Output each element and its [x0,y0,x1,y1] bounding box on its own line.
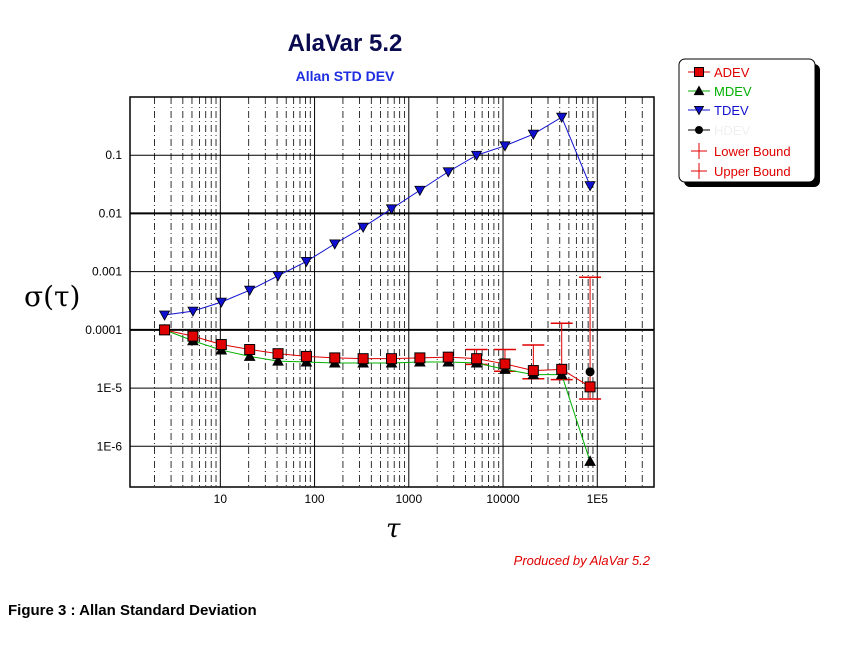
legend-label: Lower Bound [714,144,791,159]
legend-swatch-marker [691,143,707,159]
legend-item-lower-bound: Lower Bound [691,143,791,159]
tdev-point [499,141,511,152]
adev-point [584,381,596,393]
chart-title: AlaVar 5.2 [287,30,403,57]
adev-point [471,353,483,365]
tdev-point [357,222,369,234]
x-tick-label: 10000 [486,492,520,506]
adev-point [244,344,256,356]
legend-label: MDEV [714,84,752,99]
adev-point [187,330,199,342]
y-tick-label: 0.1 [105,148,122,162]
adev-point [556,363,568,375]
mdev-line [164,329,591,462]
legend-label: TDEV [714,103,749,118]
tdev-point [158,310,171,321]
tdev-point [470,150,483,162]
legend: ADEV MDEV TDEV HDEV Lower Bound Upper Bound [678,58,820,187]
tdev-point [215,297,227,308]
tdev-point [584,181,596,192]
tdev-point [272,271,284,282]
tdev-line [164,116,591,316]
adev-error-bars [465,276,602,400]
series-layer [158,112,602,466]
legend-swatch-marker [695,126,703,134]
legend-label: HDEV [714,123,750,138]
adev-point [215,339,227,351]
legend-item-adev: ADEV [688,65,750,80]
mdev-point [584,455,596,466]
figure-caption: Figure 3 : Allan Standard Deviation [8,602,257,619]
x-tick-label: 10 [214,492,228,506]
produced-by-note: Produced by AlaVar 5.2 [513,553,650,568]
y-tick-label: 0.0001 [85,323,122,337]
tdev-point [300,257,313,268]
x-tick-label: 1000 [395,492,422,506]
adev-point [300,350,312,362]
tdev-point [442,167,454,178]
plot-frame [129,96,655,488]
y-tick-label: 1E-5 [97,381,123,395]
adev-point [357,353,369,365]
adev-point [442,351,454,363]
adev-point [414,352,426,364]
x-tick-label: 1E5 [587,492,609,506]
adev-point [272,348,284,360]
legend-box [678,58,816,183]
adev-line [164,329,591,388]
chart-subtitle: Allan STD DEV [295,68,395,84]
tdev-point [556,112,568,124]
x-axis-label: τ [386,514,401,544]
legend-label: ADEV [714,65,750,80]
tdev-series [158,112,596,321]
legend-item-mdev: MDEV [688,84,752,99]
mdev-point [272,355,284,366]
legend-label: Upper Bound [714,164,791,179]
legend-swatch-marker [693,106,705,116]
hdev-point [585,367,595,377]
adev-point [527,365,539,377]
mdev-point [243,350,256,361]
y-axis-label: σ(τ) [24,280,81,313]
adev-series [159,324,596,393]
y-tick-label: 0.01 [99,206,123,220]
tdev-point [527,129,540,140]
legend-item-tdev: TDEV [688,103,749,118]
grid-lines [130,97,655,487]
legend-swatch-marker [693,85,705,96]
adev-point [159,324,171,336]
y-tick-label: 1E-6 [97,439,123,453]
y-tick-label: 0.001 [92,265,122,279]
adev-point [386,353,398,365]
legend-swatch-marker [691,163,707,179]
legend-item-upper-bound: Upper Bound [691,163,791,179]
hdev-series [585,367,595,377]
legend-item-hdev: HDEV [688,123,750,138]
x-tick-label: 100 [305,492,325,506]
adev-point [329,352,341,364]
tick-labels: 10 100 1000 10000 1E5 0.1 0.01 0.001 0.0001 1E-5 1… [85,148,608,506]
tdev-point [414,185,426,197]
legend-swatch-marker [694,67,704,77]
tdev-point [385,204,398,215]
tdev-point [329,239,341,250]
adev-point [499,358,511,370]
tdev-point [187,306,199,317]
tdev-point [243,285,256,297]
